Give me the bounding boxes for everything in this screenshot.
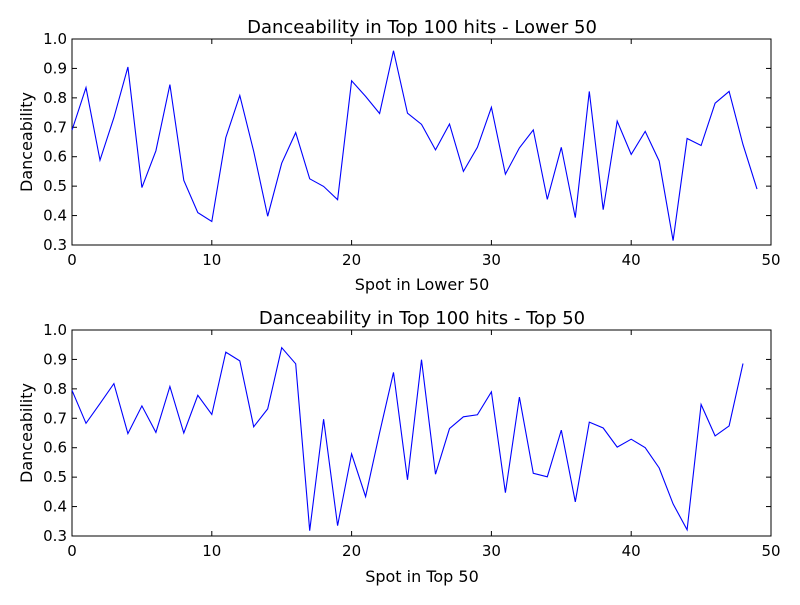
series-line [71, 50, 758, 241]
y-tick-label: 0.9 [43, 350, 67, 368]
y-tick-label: 0.3 [43, 527, 67, 545]
x-tick-label: 40 [622, 542, 641, 560]
y-tick-label: 0.4 [43, 207, 67, 225]
x-tick-label: 0 [67, 542, 77, 560]
x-tick-label: 50 [761, 542, 780, 560]
chart-top-50: Danceability in Top 100 hits - Top 50 Sp… [17, 308, 781, 586]
x-tick-label: 20 [342, 251, 361, 269]
y-tick-label: 0.6 [43, 148, 67, 166]
y-axis-label: Danceability [17, 92, 36, 192]
y-tick-label: 0.8 [43, 380, 67, 398]
plot-frame [71, 38, 772, 246]
plot-frame [71, 329, 772, 537]
x-axis-label: Spot in Top 50 [365, 567, 479, 586]
y-tick-label: 0.5 [43, 177, 67, 195]
y-tick-label: 0.3 [43, 236, 67, 254]
chart-title: Danceability in Top 100 hits - Lower 50 [247, 17, 597, 38]
y-tick-label: 0.8 [43, 89, 67, 107]
x-tick-label: 30 [482, 251, 501, 269]
y-tick-label: 0.7 [43, 118, 67, 136]
y-tick-label: 1.0 [43, 321, 67, 339]
y-tick-label: 0.7 [43, 409, 67, 427]
y-tick-label: 0.9 [43, 59, 67, 77]
x-tick-label: 30 [482, 542, 501, 560]
chart-title: Danceability in Top 100 hits - Top 50 [259, 308, 585, 329]
x-tick-label: 20 [342, 542, 361, 560]
x-tick-label: 10 [202, 542, 221, 560]
x-tick-label: 50 [761, 251, 780, 269]
x-tick-label: 10 [202, 251, 221, 269]
chart-lower-50: Danceability in Top 100 hits - Lower 50 … [17, 17, 781, 294]
y-tick-label: 0.6 [43, 439, 67, 457]
x-tick-label: 0 [67, 251, 77, 269]
y-tick-label: 1.0 [43, 30, 67, 48]
series-line [71, 346, 744, 532]
y-tick-label: 0.4 [43, 498, 67, 516]
x-axis-label: Spot in Lower 50 [355, 275, 490, 294]
y-axis-label: Danceability [17, 383, 36, 483]
x-tick-label: 40 [622, 251, 641, 269]
y-tick-label: 0.5 [43, 468, 67, 486]
